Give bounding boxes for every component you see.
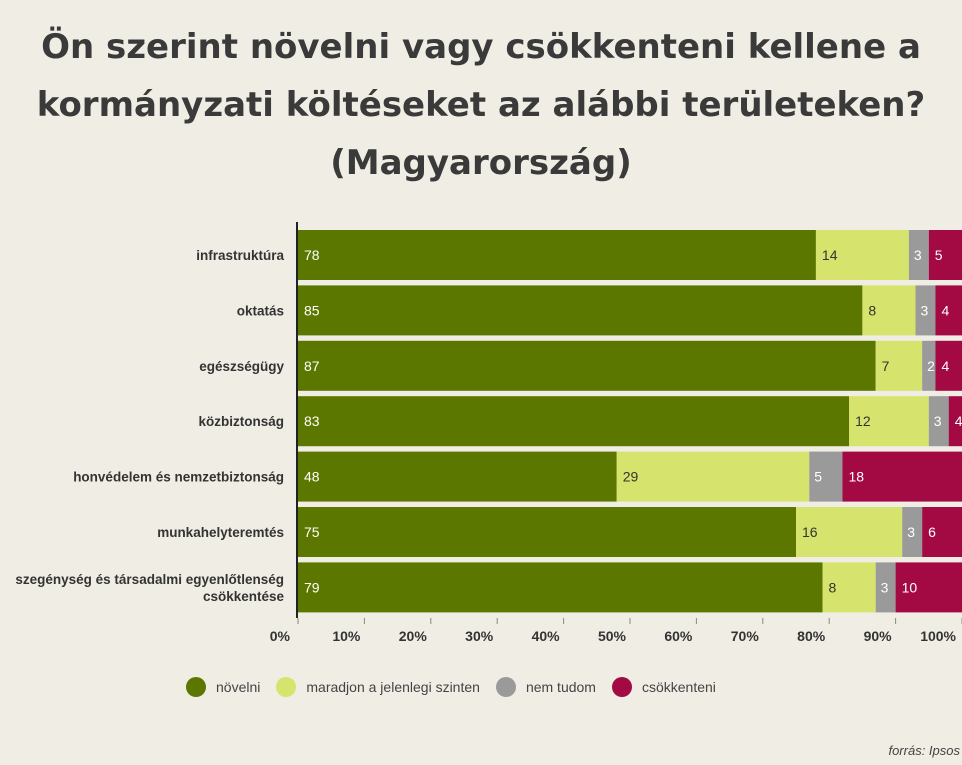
category-label: közbiztonság: [198, 414, 284, 429]
data-label: 3: [881, 579, 889, 595]
x-tick-label: 50%: [598, 628, 627, 644]
data-label: 2: [927, 358, 935, 374]
data-label: 29: [623, 469, 639, 485]
data-label: 5: [814, 469, 822, 485]
data-label: 3: [907, 524, 915, 540]
data-label: 3: [921, 302, 929, 318]
data-label: 78: [304, 247, 320, 263]
x-tick-label: 60%: [664, 628, 693, 644]
data-label: 18: [848, 469, 864, 485]
bar-segment: [902, 507, 923, 557]
chart-title: Ön szerint növelni vagy csökkenteni kell…: [0, 18, 962, 192]
data-label: 4: [941, 302, 949, 318]
bar-segment: [822, 562, 876, 613]
data-label: 4: [955, 413, 962, 429]
bar-segment: [862, 285, 916, 336]
data-label: 6: [928, 524, 936, 540]
category-label: honvédelem és nemzetbiztonság: [73, 470, 284, 485]
bar-segment: [842, 451, 962, 502]
bar-segment: [796, 507, 903, 557]
bar-segment: [298, 507, 796, 557]
x-tick-label: 40%: [532, 628, 561, 644]
data-label: 87: [304, 358, 320, 374]
bar-segment: [298, 285, 863, 336]
data-label: 7: [882, 358, 890, 374]
data-label: 4: [941, 358, 949, 374]
legend-item-novelni: növelni: [186, 677, 260, 697]
category-label: infrastruktúra: [196, 248, 284, 263]
data-label: 5: [935, 247, 943, 263]
data-label: 85: [304, 302, 320, 318]
data-label: 14: [822, 247, 838, 263]
x-tick-label: 70%: [731, 628, 760, 644]
x-tick-label: 80%: [797, 628, 826, 644]
bar-segment: [928, 396, 949, 447]
data-label: 79: [304, 579, 320, 595]
x-tick-label: 100%: [920, 628, 956, 644]
bar-segment: [928, 230, 962, 280]
source-note: forrás: Ipsos: [888, 743, 960, 758]
legend-item-maradjon: maradjon a jelenlegi szinten: [276, 677, 480, 697]
data-label: 16: [802, 524, 818, 540]
legend-label-nem-tudom: nem tudom: [525, 679, 596, 695]
legend-label-maradjon: maradjon a jelenlegi szinten: [306, 679, 480, 695]
data-label: 48: [304, 469, 320, 485]
category-label: munkahelyteremtés: [157, 525, 284, 540]
data-label: 8: [829, 579, 837, 595]
bar-segment: [922, 507, 962, 557]
bar-segment: [298, 451, 617, 502]
bar-segment: [915, 285, 936, 336]
legend-dot-nem-tudom: [495, 677, 516, 697]
legend-dot-novelni: [186, 677, 206, 697]
bar-segment: [922, 340, 936, 391]
bar-segment: [875, 340, 923, 391]
data-label: 12: [855, 413, 871, 429]
legend-label-novelni: növelni: [216, 679, 261, 695]
title-line-3: (Magyarország): [330, 143, 632, 183]
bar-segment: [809, 451, 843, 502]
x-tick-label: 0%: [270, 628, 291, 644]
bar-segment: [616, 451, 810, 502]
legend-dot-csokkenteni: [611, 677, 632, 697]
data-label: 10: [902, 579, 918, 595]
x-tick-label: 10%: [332, 628, 361, 644]
data-label: 8: [868, 302, 876, 318]
x-tick-label: 30%: [465, 628, 494, 644]
legend-label-csokkenteni: csökkenteni: [641, 679, 716, 695]
bar-segment: [895, 562, 962, 613]
data-label: 83: [304, 413, 320, 429]
bar-segment: [935, 285, 962, 336]
legend-item-csokkenteni: csökkenteni: [611, 677, 716, 697]
bar-segment: [298, 340, 876, 391]
bar-segment: [849, 396, 929, 447]
bar-segment: [908, 230, 929, 280]
data-label: 3: [934, 413, 942, 429]
bar-segment: [875, 562, 896, 613]
bar-segment: [298, 230, 816, 280]
bar-segment: [948, 396, 962, 447]
legend-dot-maradjon: [276, 677, 297, 697]
x-tick-label: 90%: [864, 628, 893, 644]
category-label: egészségügy: [199, 359, 284, 374]
data-label: 75: [304, 524, 320, 540]
legend: növelni maradjon a jelenlegi szinten nem…: [186, 677, 732, 697]
bar-segment: [298, 396, 850, 447]
bar-segment: [935, 340, 962, 391]
bar-segment: [815, 230, 909, 280]
bar-segment: [298, 562, 823, 613]
category-label: szegénység és társadalmi egyenlőtlenség c…: [15, 572, 284, 604]
legend-item-nem-tudom: nem tudom: [495, 677, 596, 697]
title-line-2: kormányzati költéseket az alábbi terület…: [36, 85, 926, 125]
category-label: oktatás: [237, 303, 284, 318]
data-label: 3: [914, 247, 922, 263]
title-line-1: Ön szerint növelni vagy csökkenteni kell…: [41, 27, 921, 67]
x-tick-label: 20%: [399, 628, 428, 644]
